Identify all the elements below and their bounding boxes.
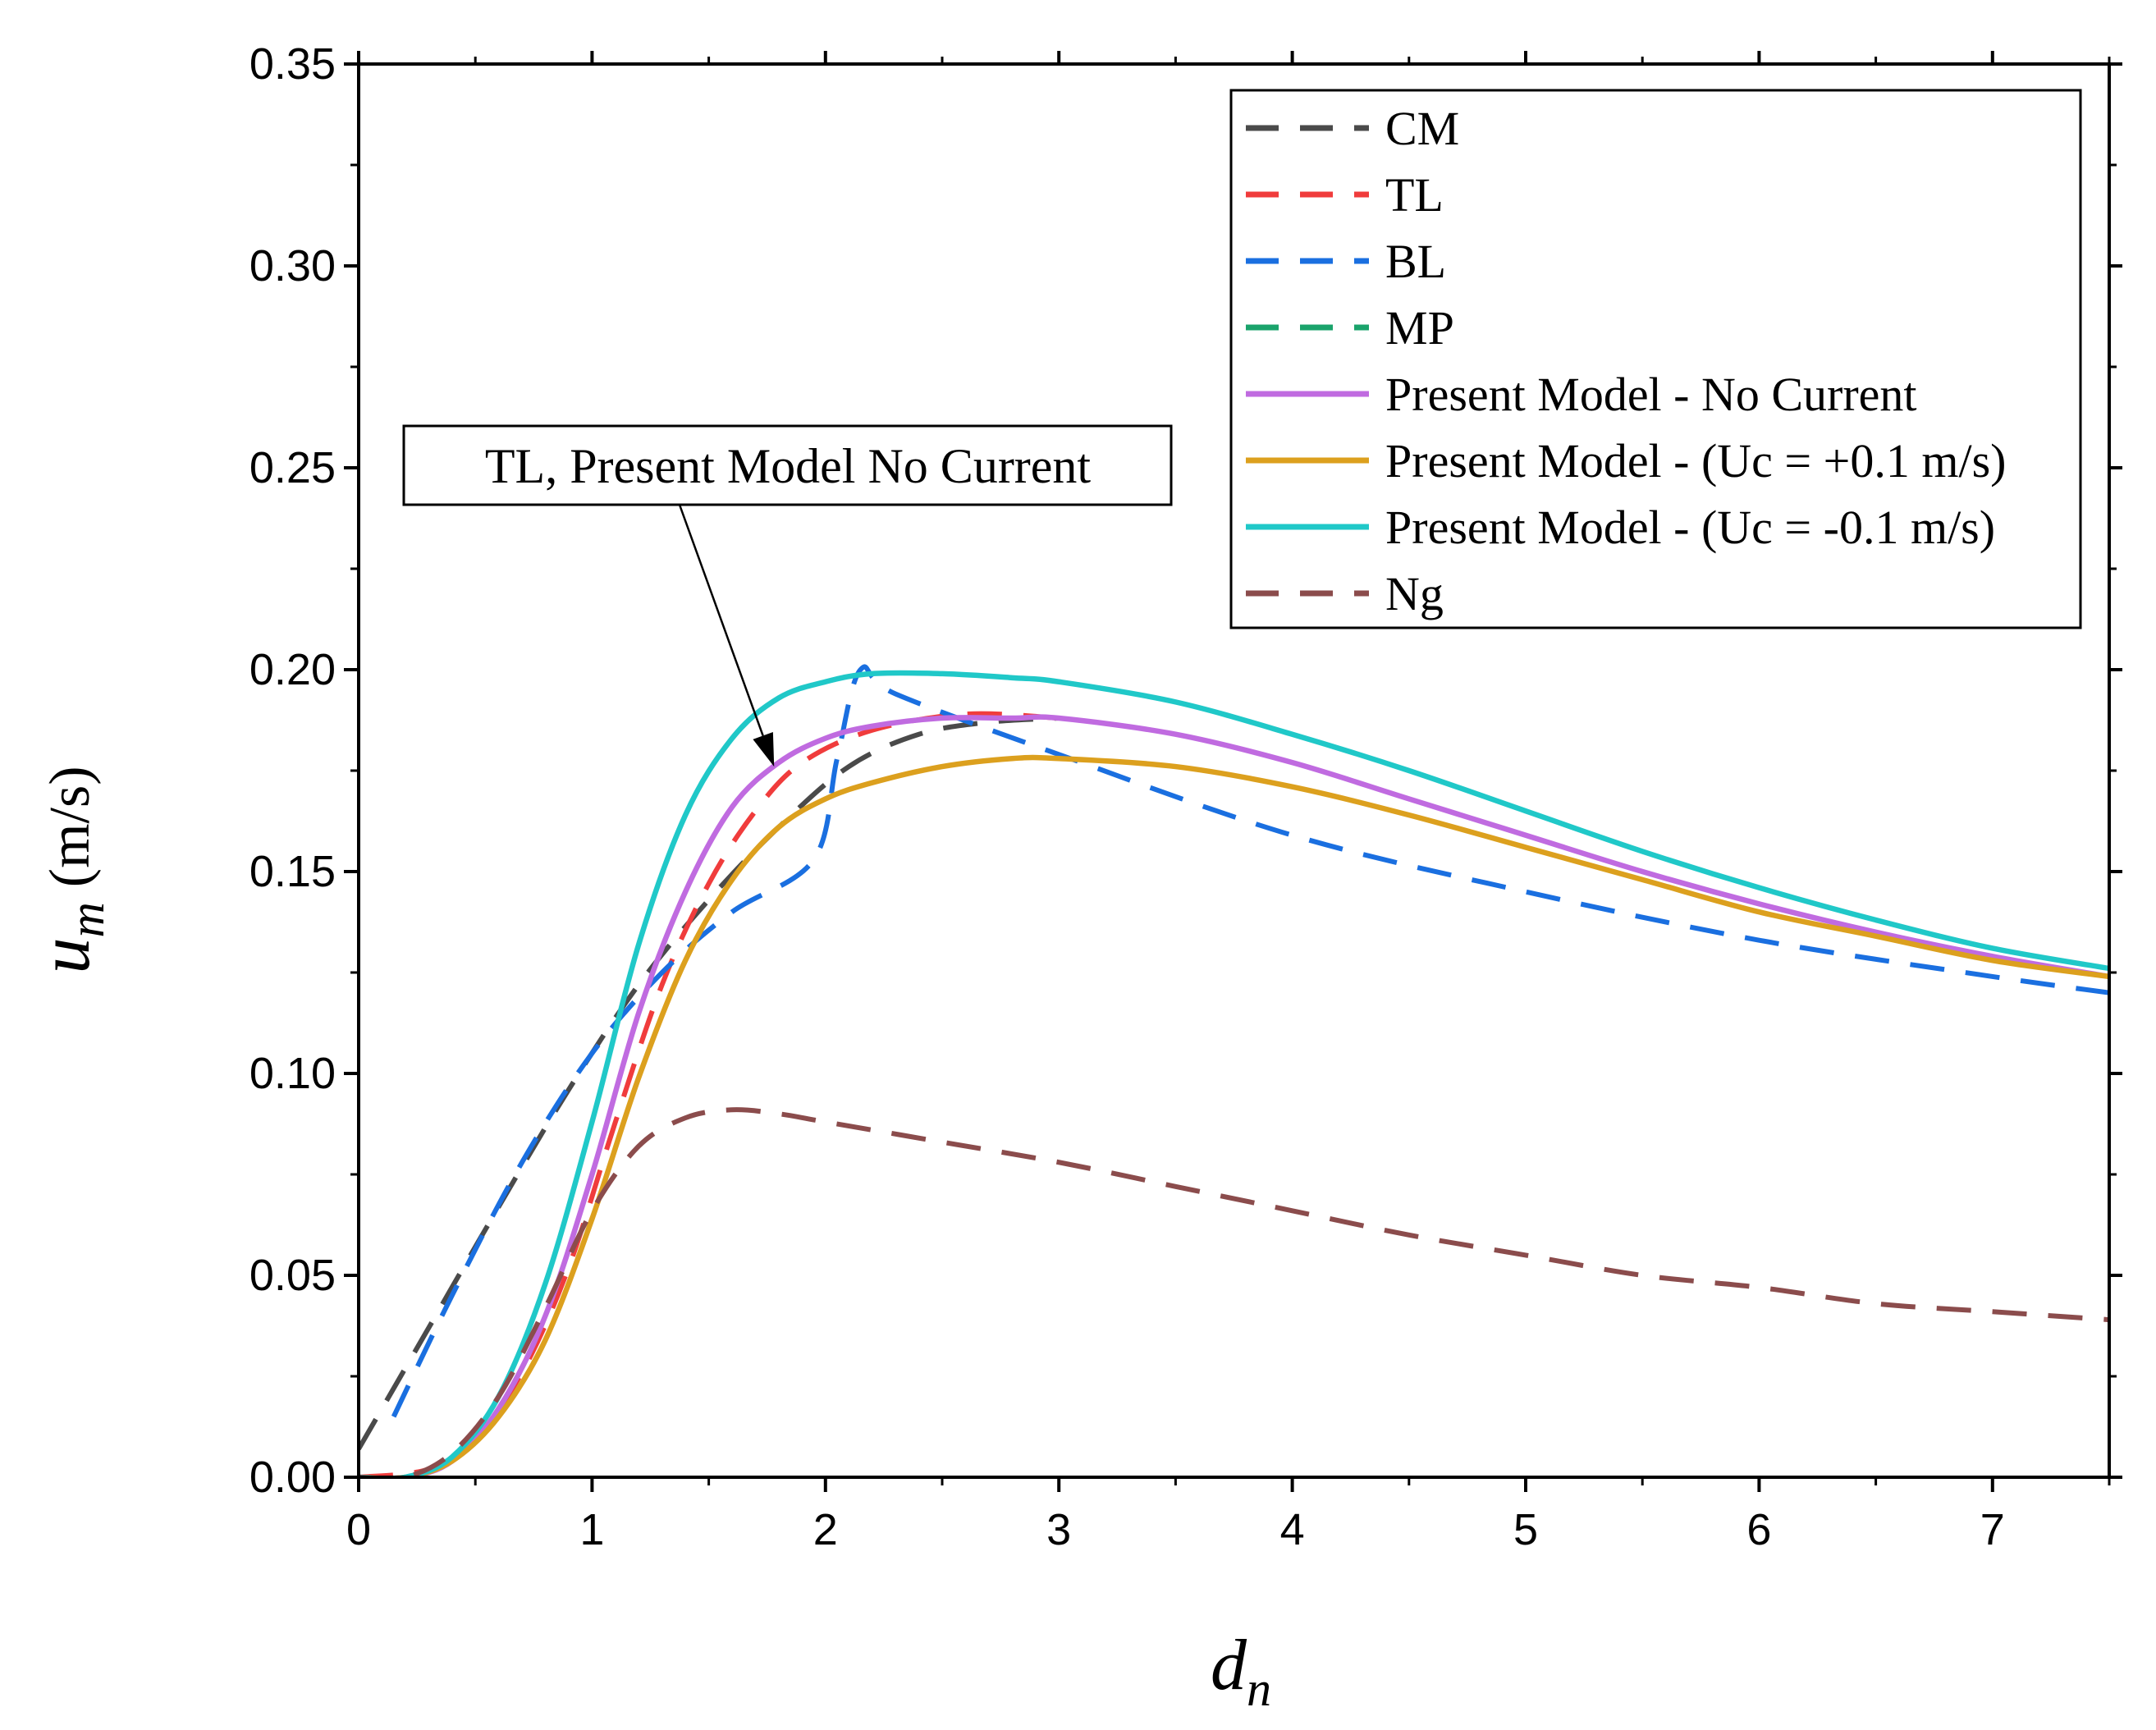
legend-label-present-model-uc-0-1-m-s: Present Model - (Uc = +0.1 m/s) <box>1385 434 2006 487</box>
y-tick-label: 0.05 <box>249 1251 336 1300</box>
y-tick-label: 0.15 <box>249 847 336 896</box>
series-line-tl <box>359 711 1060 1477</box>
y-axis-title-subscript: m <box>60 902 114 937</box>
series-line-present-model-uc-0-1-m-s <box>359 670 2109 1477</box>
legend-label-cm: CM <box>1385 102 1459 155</box>
legend-label-tl: TL <box>1385 168 1444 222</box>
y-tick-label: 0.00 <box>249 1453 336 1502</box>
x-axis-title-symbol: d <box>1211 1626 1247 1705</box>
x-tick-label: 4 <box>1280 1505 1305 1554</box>
y-tick-label: 0.30 <box>249 241 336 291</box>
x-tick-label: 1 <box>579 1505 604 1554</box>
x-tick-label: 5 <box>1513 1505 1538 1554</box>
annotation-arrow-head <box>753 732 775 767</box>
plot-area <box>359 664 2109 1477</box>
legend-label-ng: Ng <box>1385 567 1444 620</box>
x-tick-label: 6 <box>1746 1505 1771 1554</box>
x-tick-label: 0 <box>346 1505 371 1554</box>
y-tick-label: 0.10 <box>249 1049 336 1098</box>
x-tick-label: 3 <box>1046 1505 1071 1554</box>
legend-box <box>1229 89 2082 629</box>
series-line-cm <box>359 716 1060 1451</box>
series-line-present-model-uc-0-1-m-s <box>359 754 2109 1477</box>
legend-label-present-model-no-current: Present Model - No Current <box>1385 368 1917 421</box>
y-axis-title-symbol: u <box>25 938 105 974</box>
y-axis-title: um (m/s) <box>25 766 114 973</box>
legend-label-bl: BL <box>1385 235 1446 288</box>
annotation-text: TL, Present Model No Current <box>485 439 1092 493</box>
x-tick-label: 2 <box>813 1505 838 1554</box>
ticks: 0 1 2 3 4 5 6 7 0.00 0.05 0.10 0.15 0.20 0.25 0.30 0.35 <box>249 39 2122 1554</box>
series-line-ng <box>359 1107 2109 1477</box>
legend: CM TL BL MP Present Model - No Current Presen… <box>1229 89 2082 629</box>
x-axis-title-subscript: n <box>1247 1662 1271 1716</box>
annotation-box <box>402 424 1173 506</box>
series-line-present-model-no-current <box>359 714 2109 1477</box>
y-axis-title-unit: (m/s) <box>39 766 102 887</box>
series-line-bl <box>391 664 2109 1418</box>
y-tick-label: 0.35 <box>249 39 336 89</box>
x-tick-label: 7 <box>1980 1505 2005 1554</box>
x-axis-title: dn <box>1211 1626 1271 1716</box>
svg-text:dn: dn <box>1211 1626 1271 1716</box>
legend-label-present-model-uc-0-1-m-s: Present Model - (Uc = -0.1 m/s) <box>1385 501 1995 554</box>
svg-text:um(m/s): um (m/s) <box>25 766 114 973</box>
legend-label-mp: MP <box>1385 301 1454 355</box>
y-tick-label: 0.20 <box>249 645 336 694</box>
y-tick-label: 0.25 <box>249 443 336 492</box>
annotation: TL, Present Model No Current <box>402 424 1173 767</box>
annotation-arrow-line <box>678 504 764 736</box>
